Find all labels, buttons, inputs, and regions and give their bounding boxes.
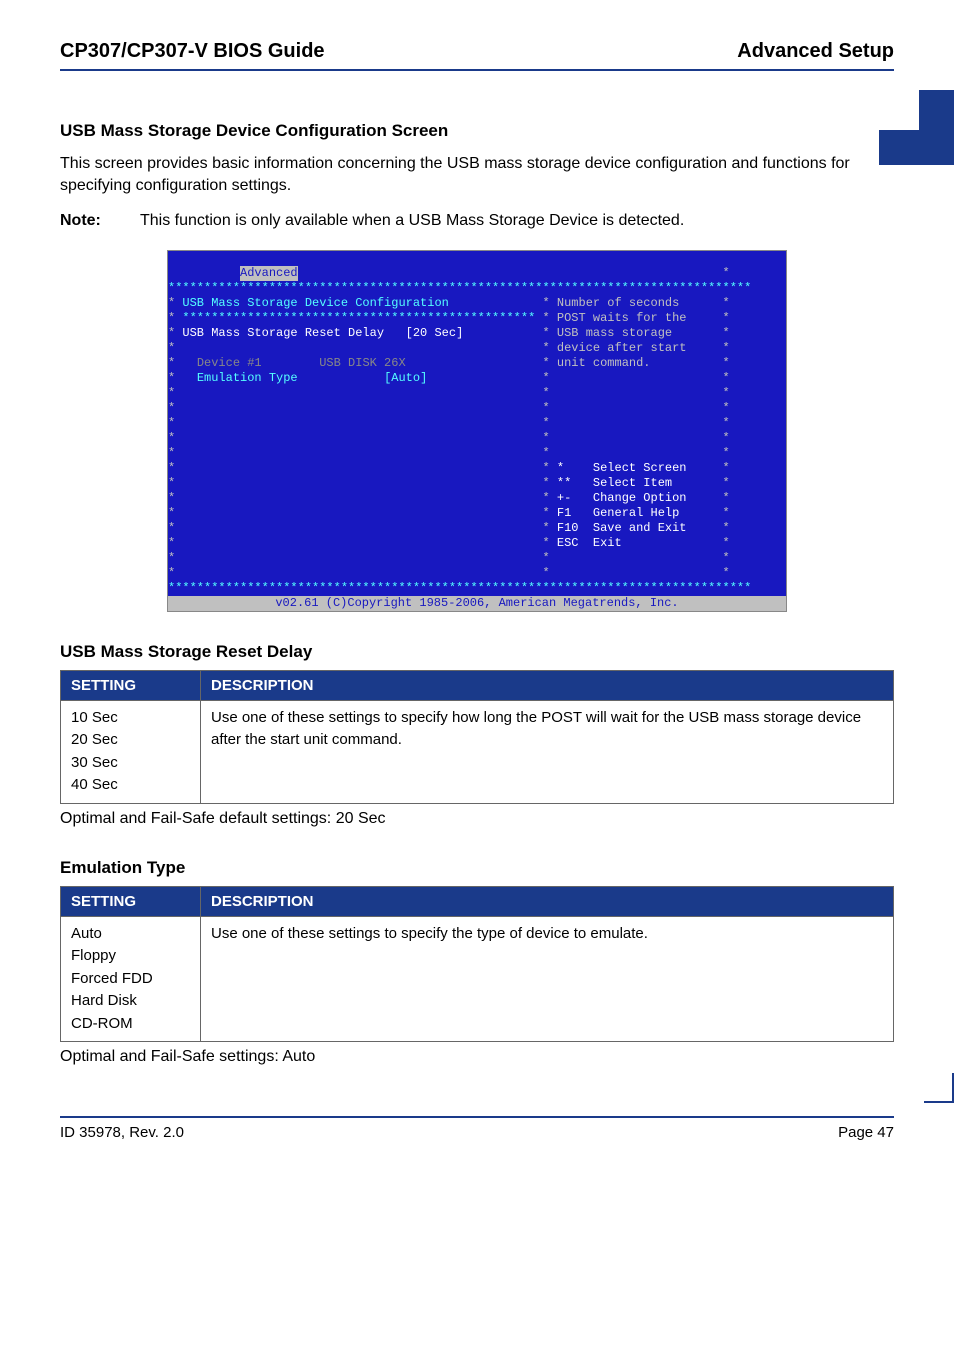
table-reset-delay: SETTING DESCRIPTION 10 Sec 20 Sec 30 Sec… bbox=[60, 670, 894, 804]
bios-option-value: [20 Sec] bbox=[406, 326, 464, 340]
bios-screenshot: Advanced * *****************************… bbox=[167, 250, 787, 612]
table-cell-description: Use one of these settings to specify the… bbox=[201, 916, 894, 1042]
bios-help-line: POST waits for the bbox=[557, 311, 687, 325]
footer-rule bbox=[60, 1116, 894, 1118]
bios-nav-text: Change Option bbox=[593, 491, 687, 505]
table-heading-emulation: Emulation Type bbox=[60, 858, 894, 878]
header-rule bbox=[60, 69, 894, 71]
bios-nav-text: Select Screen bbox=[593, 461, 687, 475]
table-cell-description: Use one of these settings to specify how… bbox=[201, 700, 894, 803]
brand-logo bbox=[879, 90, 954, 165]
table-header-description: DESCRIPTION bbox=[201, 886, 894, 916]
table-header-setting: SETTING bbox=[61, 670, 201, 700]
bios-device-label: Device #1 bbox=[197, 356, 262, 370]
bios-nav-text: General Help bbox=[593, 506, 679, 520]
bios-emulation-label: Emulation Type bbox=[197, 371, 298, 385]
footer-id: ID 35978, Rev. 2.0 bbox=[60, 1124, 184, 1141]
table-heading-reset-delay: USB Mass Storage Reset Delay bbox=[60, 642, 894, 662]
footer-corner-mark bbox=[909, 1058, 954, 1103]
bios-footer: v02.61 (C)Copyright 1985-2006, American … bbox=[168, 596, 786, 611]
doc-title-left: CP307/CP307-V BIOS Guide bbox=[60, 40, 325, 63]
bios-nav-text: Select Item bbox=[593, 476, 672, 490]
note-text: This function is only available when a U… bbox=[140, 212, 684, 230]
table-header-setting: SETTING bbox=[61, 886, 201, 916]
footer-page: Page 47 bbox=[838, 1124, 894, 1141]
bios-option-label: USB Mass Storage Reset Delay bbox=[182, 326, 384, 340]
bios-emulation-value: [Auto] bbox=[384, 371, 427, 385]
bios-help-line: unit command. bbox=[557, 356, 651, 370]
table-emulation: SETTING DESCRIPTION Auto Floppy Forced F… bbox=[60, 886, 894, 1043]
section-paragraph: This screen provides basic information c… bbox=[60, 153, 894, 198]
bios-screen-title: USB Mass Storage Device Configuration bbox=[182, 296, 448, 310]
bios-tab-advanced: Advanced bbox=[240, 266, 298, 281]
doc-title-right: Advanced Setup bbox=[737, 40, 894, 63]
bios-help-line: device after start bbox=[557, 341, 687, 355]
section-heading: USB Mass Storage Device Configuration Sc… bbox=[60, 121, 894, 141]
bios-device-value: USB DISK 26X bbox=[319, 356, 405, 370]
table-caption: Optimal and Fail-Safe default settings: … bbox=[60, 810, 894, 828]
table-caption: Optimal and Fail-Safe settings: Auto bbox=[60, 1048, 894, 1066]
bios-nav-text: Save and Exit bbox=[593, 521, 687, 535]
bios-help-line: USB mass storage bbox=[557, 326, 672, 340]
note-label: Note: bbox=[60, 212, 140, 230]
table-header-description: DESCRIPTION bbox=[201, 670, 894, 700]
table-cell-settings: Auto Floppy Forced FDD Hard Disk CD-ROM bbox=[61, 916, 201, 1042]
bios-nav-text: Exit bbox=[593, 536, 622, 550]
bios-help-line: Number of seconds bbox=[557, 296, 679, 310]
table-cell-settings: 10 Sec 20 Sec 30 Sec 40 Sec bbox=[61, 700, 201, 803]
